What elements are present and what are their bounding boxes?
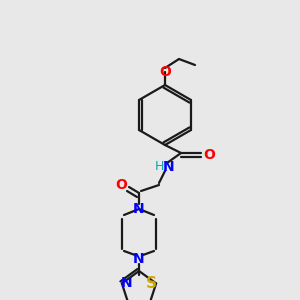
Text: N: N xyxy=(133,202,145,216)
Text: O: O xyxy=(115,178,127,192)
Text: O: O xyxy=(203,148,215,162)
Text: N: N xyxy=(121,276,133,290)
Text: H: H xyxy=(154,160,164,173)
Text: N: N xyxy=(133,252,145,266)
Text: O: O xyxy=(159,65,171,79)
Text: S: S xyxy=(146,276,157,291)
Text: N: N xyxy=(163,160,175,174)
